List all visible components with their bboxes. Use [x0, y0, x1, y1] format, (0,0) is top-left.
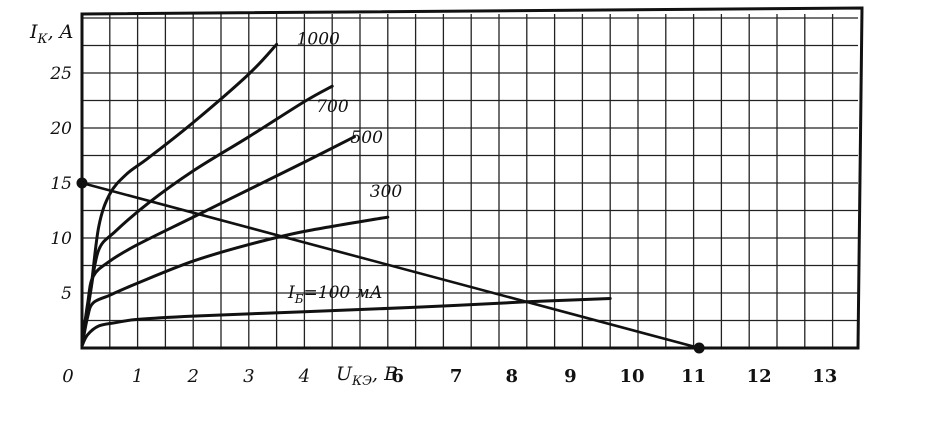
load-line-point [76, 177, 88, 189]
series-label: 700 [316, 97, 349, 117]
y-tick-label: 10 [50, 229, 72, 249]
axes [80, 6, 864, 350]
series-line [80, 215, 390, 348]
series-label: IБ=100 мА [287, 283, 383, 306]
y-tick-label: 25 [49, 64, 72, 84]
x-tick-label: 9 [564, 366, 577, 387]
x-tick-label: 6 [391, 366, 404, 387]
load-line [76, 177, 705, 354]
x-tick-label: 1 [132, 366, 143, 387]
y-tick-label: 20 [49, 119, 72, 139]
y-axis-title: IК, A [29, 21, 73, 47]
series-label: 300 [370, 182, 403, 202]
x-tick-label: 3 [243, 366, 254, 387]
x-tick-label: 8 [506, 366, 519, 387]
x-tick-label: 4 [298, 366, 310, 387]
x-tick-label: 7 [450, 366, 463, 387]
x-tick-label: 12 [747, 366, 772, 387]
plot-frame [80, 6, 864, 350]
y-tick-label: 15 [50, 174, 72, 194]
x-tick-label: 11 [681, 366, 706, 387]
x-tick-label: 2 [186, 366, 198, 387]
series-line [80, 297, 612, 348]
x-tick-label: 10 [619, 366, 644, 387]
grid [82, 14, 858, 348]
series-curves [80, 42, 612, 348]
series-label: 1000 [297, 29, 340, 49]
series-line [80, 42, 279, 344]
series-line [80, 135, 356, 347]
series-label: 500 [350, 128, 383, 148]
x-tick-label: 13 [812, 366, 837, 387]
x-axis-title: UКЭ, B [336, 363, 398, 389]
y-tick-label: 5 [61, 284, 72, 304]
load-line-point [693, 342, 705, 354]
load-line-segment [81, 181, 700, 350]
x-tick-label: 0 [62, 366, 73, 387]
